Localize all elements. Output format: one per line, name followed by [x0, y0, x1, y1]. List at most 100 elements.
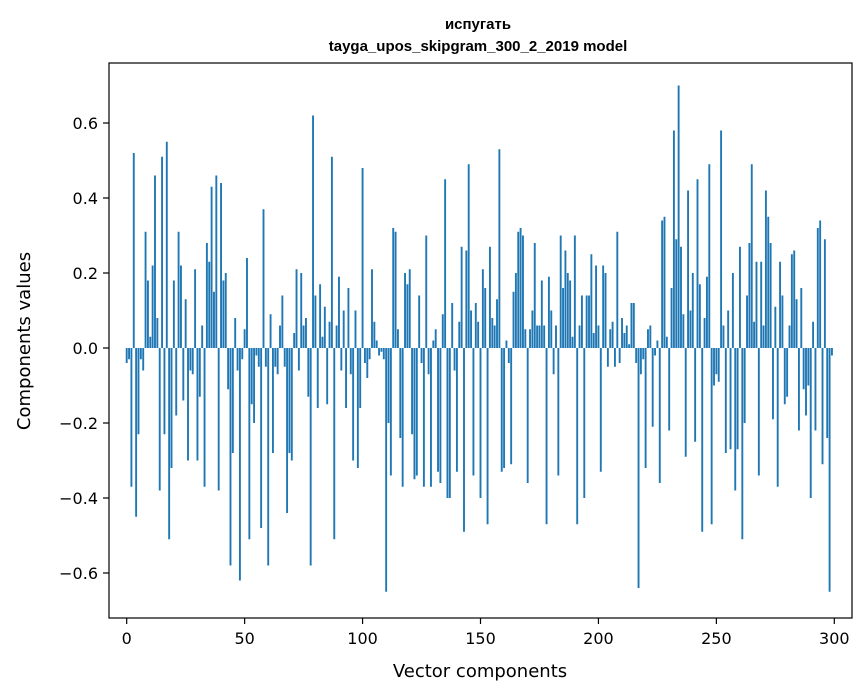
- y-tick-label: 0.4: [73, 189, 98, 208]
- bar-174: [536, 325, 539, 348]
- bar-102: [366, 348, 369, 378]
- bar-145: [467, 164, 470, 348]
- bar-254: [724, 348, 727, 453]
- bar-83: [321, 336, 324, 348]
- bar-171: [529, 329, 531, 348]
- bar-264: [748, 243, 751, 348]
- bar-255: [727, 310, 730, 348]
- bar-229: [665, 336, 668, 348]
- bar-237: [684, 348, 687, 457]
- bar-53: [250, 348, 253, 405]
- bar-128: [427, 348, 430, 375]
- bar-75: [302, 325, 305, 348]
- bar-32: [201, 325, 204, 348]
- bar-111: [387, 348, 390, 423]
- y-axis-ticks: −0.6 −0.4 −0.2 0.0 0.2 0.4 0.6: [59, 114, 109, 583]
- bar-291: [812, 321, 815, 348]
- bar-207: [614, 348, 616, 367]
- bar-98: [356, 348, 359, 468]
- bar-281: [788, 325, 791, 348]
- bar-272: [767, 216, 770, 348]
- bar-36: [210, 186, 213, 348]
- bar-28: [191, 348, 194, 375]
- bar-19: [170, 348, 173, 468]
- bar-134: [441, 314, 444, 348]
- bar-191: [576, 348, 579, 525]
- bar-66: [281, 295, 284, 348]
- bar-148: [474, 303, 477, 348]
- bar-211: [623, 333, 626, 348]
- bar-277: [779, 261, 782, 348]
- bar-63: [274, 348, 277, 367]
- bar-205: [609, 329, 612, 348]
- bar-173: [533, 243, 536, 348]
- bar-204: [606, 348, 609, 367]
- bar-200: [597, 325, 600, 348]
- bar-178: [545, 348, 548, 525]
- bar-26: [187, 348, 189, 461]
- bar-233: [675, 239, 678, 348]
- x-tick-label: 300: [819, 629, 850, 648]
- bar-185: [562, 288, 564, 348]
- bar-88: [333, 348, 336, 540]
- bar-29: [194, 269, 197, 348]
- bar-97: [354, 310, 357, 348]
- bar-60: [267, 348, 270, 566]
- bar-243: [698, 284, 701, 348]
- bar-118: [404, 273, 406, 348]
- bar-38: [215, 175, 218, 348]
- bar-280: [786, 348, 789, 397]
- bar-290: [809, 348, 812, 498]
- bar-219: [642, 348, 645, 360]
- bar-105: [373, 321, 376, 348]
- bar-139: [453, 348, 456, 371]
- bar-104: [371, 269, 373, 348]
- bar-93: [345, 348, 347, 408]
- bar-67: [283, 348, 286, 367]
- bar-244: [701, 348, 704, 532]
- bar-222: [649, 325, 652, 348]
- bar-169: [524, 329, 527, 348]
- bar-248: [710, 348, 713, 525]
- bar-0: [125, 348, 128, 363]
- bar-175: [538, 325, 541, 348]
- bar-136: [446, 348, 449, 498]
- bar-203: [604, 273, 607, 348]
- y-tick-label: 0.0: [73, 339, 98, 358]
- bar-223: [651, 348, 654, 427]
- bar-271: [764, 190, 767, 348]
- bar-86: [328, 321, 331, 348]
- bar-41: [222, 280, 225, 348]
- bar-3: [132, 153, 135, 348]
- bar-141: [458, 321, 461, 348]
- bar-103: [368, 348, 371, 360]
- bar-287: [802, 348, 805, 390]
- bar-101: [363, 348, 366, 363]
- chart-title-line1: испугать: [445, 16, 511, 33]
- bar-9: [146, 280, 149, 348]
- bar-227: [661, 220, 664, 348]
- bar-172: [531, 310, 534, 348]
- bar-6: [139, 348, 142, 360]
- bar-4: [135, 348, 138, 517]
- bar-240: [691, 273, 694, 348]
- bar-276: [776, 348, 779, 487]
- bar-117: [401, 348, 404, 487]
- bar-158: [498, 149, 501, 348]
- bar-35: [208, 261, 211, 348]
- bar-120: [408, 269, 411, 348]
- bar-214: [630, 303, 633, 348]
- bar-270: [762, 325, 765, 348]
- bar-87: [330, 156, 333, 348]
- bar-209: [618, 348, 621, 363]
- bar-151: [481, 269, 484, 348]
- bar-140: [455, 348, 458, 472]
- bar-20: [172, 280, 175, 348]
- bar-48: [238, 348, 241, 581]
- bar-14: [158, 348, 161, 491]
- bar-258: [734, 348, 737, 491]
- bar-188: [569, 280, 572, 348]
- bar-79: [312, 115, 314, 348]
- bar-37: [213, 291, 215, 348]
- bar-262: [743, 348, 746, 423]
